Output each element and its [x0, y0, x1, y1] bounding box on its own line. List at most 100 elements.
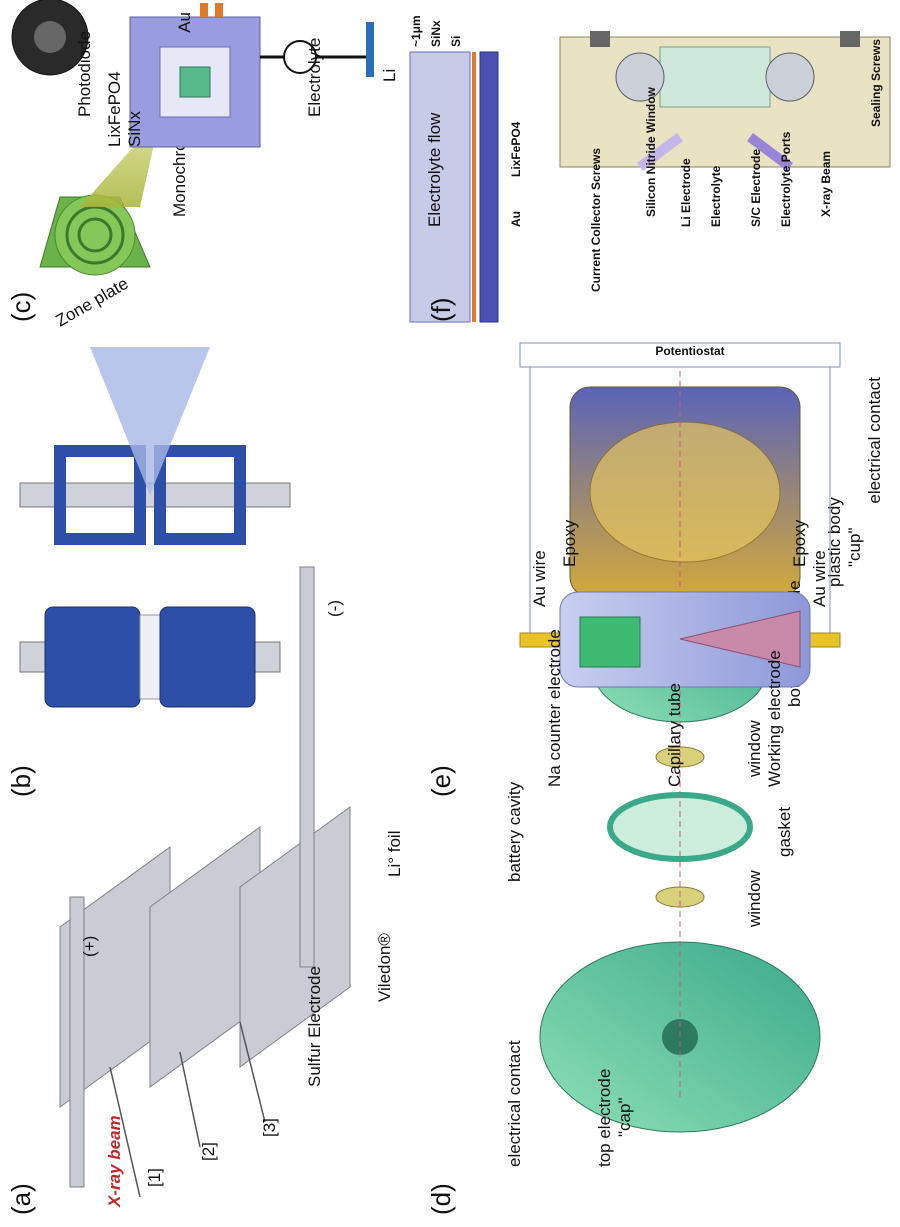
electrochemical-circuit — [260, 22, 374, 77]
si-label: Si — [449, 36, 463, 47]
sinx-section-label: SiNx — [429, 20, 443, 47]
sinx-label: SiNx — [125, 111, 144, 147]
section-top-layer — [409, 51, 471, 323]
microfluidic-chip — [129, 3, 261, 148]
capillary-cell — [519, 342, 841, 688]
electrolyte-ports-label: Electrolyte Ports — [779, 131, 793, 227]
li-electrode-label: Li Electrode — [679, 158, 693, 227]
sulfur-electrode-label: Sulfur Electrode — [305, 966, 324, 1087]
section-cap-bottom — [154, 445, 246, 545]
capillary-label: Capillary tube — [665, 683, 684, 787]
panel-d-label: (d) — [426, 1183, 456, 1215]
blue-cap-bottom — [159, 606, 256, 708]
au-wire-bottom-label: Au wire — [810, 550, 829, 607]
screw-1 — [590, 31, 610, 47]
na-counter-electrode — [579, 616, 641, 668]
lifepo4-section-label: LixFePO4 — [509, 121, 523, 177]
sc-electrode-label: S/C Electrode — [749, 149, 763, 227]
voltage-source — [283, 40, 317, 74]
um-label: ~1μm — [409, 15, 423, 47]
panel-f-label: (f) — [426, 297, 456, 322]
window-label-2: window — [745, 720, 764, 778]
cup-opening — [589, 421, 781, 563]
au-contact-1 — [200, 3, 208, 17]
chip-cross-section — [409, 51, 499, 323]
panel-b-label: (b) — [6, 765, 36, 797]
port-bottom — [765, 52, 815, 102]
electrical-contact-top-label: electrical contact — [505, 1040, 524, 1167]
arrow-3 — [239, 1021, 266, 1123]
panel-b: (b) — [6, 347, 291, 797]
cup-label: "cup" — [845, 528, 864, 567]
panel-a-label: (a) — [6, 1183, 36, 1215]
electrical-contact-bottom-label: electrical contact — [865, 377, 884, 504]
panel-e-label: (e) — [426, 765, 456, 797]
electrolyte-flow-label: Electrolyte flow — [425, 112, 444, 227]
item-3-label: [3] — [260, 1118, 279, 1137]
cap-label: "cap" — [615, 1098, 634, 1137]
item-2-label: [2] — [199, 1142, 218, 1161]
panel-e: (e) Na counter electrode Capillary tube … — [426, 342, 841, 797]
lifepo4-sample — [179, 66, 211, 98]
plastic-body-cup — [569, 386, 801, 598]
electrolyte-label-f: Electrolyte — [709, 165, 723, 227]
working-electrode-label: Working electrode — [765, 650, 784, 787]
item-1-label: [1] — [145, 1168, 164, 1187]
epoxy-bottom-label: Epoxy — [790, 519, 809, 567]
xray-cone — [90, 347, 210, 495]
electrolyte-chamber — [659, 46, 771, 108]
au-contact-2 — [215, 3, 223, 17]
section-si-layer — [479, 51, 499, 323]
plate-1 — [59, 846, 171, 1108]
panel-d: (d) top electrode "cap" electrical conta… — [426, 367, 884, 1215]
top-electrode-label: top electrode — [595, 1069, 614, 1167]
viledon-label: Viledon® — [375, 933, 394, 1002]
panel-f: (f) Current Collector Screws Electrolyte… — [426, 31, 891, 322]
tab-minus — [299, 566, 315, 968]
panel-a: (a) X-ray beam [1] [2] [3] (+) (-) Sulfu… — [6, 566, 404, 1215]
au-section-label: Au — [509, 211, 523, 227]
li-label: Li — [380, 69, 399, 82]
zone-plate-label: Zone plate — [53, 274, 132, 331]
lifepo4-label: LixFePO4 — [105, 71, 124, 147]
cell-body — [559, 31, 891, 168]
blue-cap-top — [44, 606, 141, 708]
tab-plus — [69, 896, 85, 1188]
minus-label: (-) — [325, 600, 344, 617]
arrow-2 — [179, 1051, 201, 1148]
potentiostat-box — [519, 342, 841, 368]
xray-beam-label-f: X-ray Beam — [819, 151, 833, 217]
current-collector-label: Current Collector Screws — [589, 148, 603, 292]
sealing-screws-label: Sealing Screws — [869, 39, 883, 127]
epoxy-top-label: Epoxy — [560, 519, 579, 567]
cell-cross-section — [19, 347, 291, 545]
panel-c: (c) Zone plate Monochromatic X-ray Photo… — [6, 0, 523, 330]
working-electrode — [679, 610, 801, 668]
gasket-label: gasket — [775, 807, 794, 857]
screw-2 — [840, 31, 860, 47]
photodiode-label: Photodiode — [75, 31, 94, 117]
li-foil-label: Li° foil — [385, 831, 404, 877]
xray-arrow-in — [747, 133, 793, 171]
au-wire-top-label: Au wire — [530, 550, 549, 607]
xray-arrow-out — [637, 133, 683, 171]
window-ring — [139, 614, 161, 700]
plate-3 — [239, 806, 351, 1068]
xray-beam-label: X-ray beam — [105, 1115, 124, 1208]
sin-window-label: Silicon Nitride Window — [644, 86, 658, 217]
battery-cavity-label: battery cavity — [505, 781, 524, 882]
panel-c-label: (c) — [6, 292, 36, 322]
plate-2 — [149, 826, 261, 1088]
section-cap-top — [54, 445, 146, 545]
plus-label: (+) — [80, 936, 99, 957]
window-label-1: window — [745, 870, 764, 928]
xray-arrow — [109, 1066, 141, 1198]
au-label: Au — [175, 12, 194, 33]
photodiode — [11, 0, 89, 76]
port-top — [615, 52, 665, 102]
electrode-plates — [59, 566, 351, 1188]
cell-assembled — [19, 606, 281, 708]
potentiostat-label: Potentiostat — [655, 344, 724, 358]
na-counter-label: Na counter electrode — [545, 629, 564, 787]
electrolyte-label: Electrolyte — [305, 38, 324, 117]
